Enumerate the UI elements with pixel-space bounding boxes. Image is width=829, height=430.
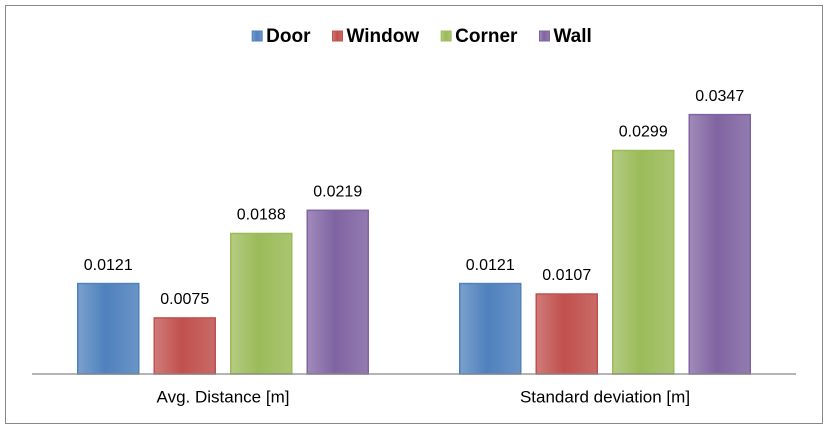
value-label: 0.0347 <box>695 88 744 105</box>
legend-label: Window <box>347 26 420 47</box>
legend-marker <box>538 30 550 42</box>
chart-border <box>5 5 823 424</box>
value-label: 0.0075 <box>160 291 209 308</box>
legend-marker <box>440 30 452 42</box>
bar <box>77 282 140 375</box>
bar <box>230 232 293 375</box>
value-label: 0.0121 <box>84 257 133 274</box>
bar <box>153 317 216 375</box>
legend-marker <box>251 30 263 42</box>
value-label: 0.0219 <box>313 184 362 201</box>
x-tick-label: Standard deviation [m] <box>520 387 690 406</box>
value-label: 0.0299 <box>619 124 668 141</box>
bar <box>459 282 522 375</box>
bar <box>612 149 675 375</box>
bar <box>535 293 598 375</box>
x-tick-label: Avg. Distance [m] <box>157 387 290 406</box>
legend-label: Corner <box>455 26 518 47</box>
legend-label: Door <box>266 26 311 47</box>
legend-label: Wall <box>553 26 591 47</box>
bar <box>306 209 369 375</box>
legend-marker <box>332 30 344 42</box>
value-label: 0.0121 <box>466 257 515 274</box>
bar <box>688 113 751 375</box>
value-label: 0.0188 <box>237 207 286 224</box>
value-label: 0.0107 <box>542 267 591 284</box>
